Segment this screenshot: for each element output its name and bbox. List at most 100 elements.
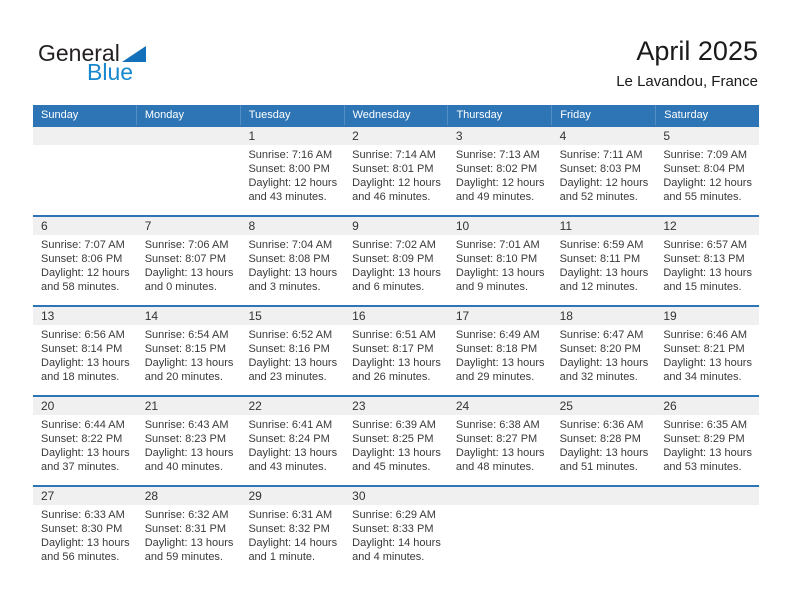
day-info-line: Daylight: 13 hours xyxy=(144,357,234,369)
day-info: Sunrise: 6:51 AM Sunset: 8:17 PM Daylight:… xyxy=(344,325,448,384)
day-info-line: and 56 minutes. xyxy=(41,551,120,563)
day-number: 24 xyxy=(455,399,470,413)
day-info: Sunrise: 6:31 AM Sunset: 8:32 PM Daylight:… xyxy=(240,505,344,564)
day-info-line: and 4 minutes. xyxy=(352,551,425,563)
day-number: 16 xyxy=(352,309,366,323)
week-row-3: 13 Sunrise: 6:56 AM Sunset: 8:14 PM Dayligh… xyxy=(33,305,760,395)
day-info-line: Sunset: 8:32 PM xyxy=(248,523,330,535)
day-cell-empty xyxy=(447,487,552,575)
day-info-line: and 40 minutes. xyxy=(144,461,223,473)
day-header-row: Sunday Monday Tuesday Wednesday Thursday Frid… xyxy=(33,105,759,125)
day-number-strip xyxy=(136,127,241,145)
day-cell-4: 4 Sunrise: 7:11 AM Sunset: 8:03 PM Daylight… xyxy=(551,127,656,215)
day-info-line: Daylight: 13 hours xyxy=(144,267,234,279)
day-info-line: Sunrise: 6:51 AM xyxy=(352,329,436,341)
day-info-line: Sunrise: 7:11 AM xyxy=(559,149,643,161)
day-header-monday: Monday xyxy=(135,105,240,125)
day-info-line: Daylight: 13 hours xyxy=(248,357,338,369)
day-header-thursday: Thursday xyxy=(447,105,551,125)
day-info-line: and 43 minutes. xyxy=(248,461,327,473)
day-info: Sunrise: 6:35 AM Sunset: 8:29 PM Daylight:… xyxy=(655,415,759,474)
day-info-line: Sunset: 8:06 PM xyxy=(41,253,123,265)
day-number-strip: 3 xyxy=(447,127,552,145)
day-info: Sunrise: 6:52 AM Sunset: 8:16 PM Daylight:… xyxy=(240,325,344,384)
logo-triangle-icon xyxy=(121,46,146,62)
day-info-line: Sunrise: 7:16 AM xyxy=(248,149,333,161)
day-info: Sunrise: 7:16 AM Sunset: 8:00 PM Daylight:… xyxy=(240,145,344,204)
day-cell-6: 6 Sunrise: 7:07 AM Sunset: 8:06 PM Daylight… xyxy=(33,217,137,305)
day-info-line: Daylight: 12 hours xyxy=(663,177,752,189)
day-info: Sunrise: 6:47 AM Sunset: 8:20 PM Daylight:… xyxy=(552,325,656,384)
day-number: 29 xyxy=(248,489,262,503)
day-info: Sunrise: 6:56 AM Sunset: 8:14 PM Daylight:… xyxy=(33,325,137,384)
day-info-line: and 26 minutes. xyxy=(352,371,431,383)
week-row-4: 20 Sunrise: 6:44 AM Sunset: 8:22 PM Dayligh… xyxy=(33,395,760,485)
day-info-line: Sunset: 8:31 PM xyxy=(144,523,227,535)
day-number: 6 xyxy=(41,219,48,233)
day-number-strip: 21 xyxy=(136,397,241,415)
day-info: Sunrise: 7:07 AM Sunset: 8:06 PM Daylight:… xyxy=(33,235,137,294)
day-info-line: Daylight: 13 hours xyxy=(144,537,234,549)
day-number-strip: 1 xyxy=(240,127,345,145)
day-cell-14: 14 Sunrise: 6:54 AM Sunset: 8:15 PM Dayligh… xyxy=(136,307,241,395)
day-info: Sunrise: 7:14 AM Sunset: 8:01 PM Daylight:… xyxy=(344,145,448,204)
day-info-line: Daylight: 14 hours xyxy=(352,537,441,549)
day-info-line: Daylight: 13 hours xyxy=(455,357,545,369)
day-info-line: Daylight: 13 hours xyxy=(41,357,130,369)
day-info-line: Sunset: 8:22 PM xyxy=(41,433,123,445)
day-number-strip: 9 xyxy=(344,217,448,235)
day-number-strip: 10 xyxy=(447,217,552,235)
day-info: Sunrise: 6:59 AM Sunset: 8:11 PM Daylight:… xyxy=(552,235,656,294)
day-info-line: Daylight: 13 hours xyxy=(248,447,338,459)
day-info-line: Sunrise: 6:39 AM xyxy=(352,419,436,431)
week-row-1: 1 Sunrise: 7:16 AM Sunset: 8:00 PM Daylight… xyxy=(33,125,760,215)
day-info xyxy=(655,505,759,508)
day-info-line: and 15 minutes. xyxy=(663,281,742,293)
day-cell-13: 13 Sunrise: 6:56 AM Sunset: 8:14 PM Dayligh… xyxy=(33,307,137,395)
day-info-line: Sunset: 8:16 PM xyxy=(248,343,330,355)
day-cell-15: 15 Sunrise: 6:52 AM Sunset: 8:16 PM Dayligh… xyxy=(240,307,345,395)
day-number-strip: 25 xyxy=(551,397,656,415)
day-info-line: Sunrise: 6:33 AM xyxy=(41,509,125,521)
day-info-line: Sunset: 8:08 PM xyxy=(248,253,330,265)
day-number-strip: 4 xyxy=(551,127,656,145)
day-info-line: Daylight: 14 hours xyxy=(248,537,338,549)
day-number-strip: 22 xyxy=(240,397,345,415)
day-info-line: and 12 minutes. xyxy=(559,281,638,293)
day-cell-28: 28 Sunrise: 6:32 AM Sunset: 8:31 PM Dayligh… xyxy=(136,487,241,575)
day-number: 23 xyxy=(352,399,366,413)
day-info: Sunrise: 6:41 AM Sunset: 8:24 PM Daylight:… xyxy=(240,415,344,474)
day-number: 4 xyxy=(559,129,567,143)
day-info: Sunrise: 7:11 AM Sunset: 8:03 PM Daylight:… xyxy=(552,145,656,204)
day-info-line: Sunrise: 7:06 AM xyxy=(144,239,229,251)
day-number-strip: 26 xyxy=(655,397,760,415)
day-cell-24: 24 Sunrise: 6:38 AM Sunset: 8:27 PM Dayligh… xyxy=(447,397,552,485)
day-info-line: Sunset: 8:02 PM xyxy=(455,163,538,175)
day-info-line: Daylight: 13 hours xyxy=(663,267,752,279)
day-number: 20 xyxy=(41,399,55,413)
day-info-line: Sunrise: 6:29 AM xyxy=(352,509,436,521)
day-info xyxy=(448,505,552,508)
day-cell-26: 26 Sunrise: 6:35 AM Sunset: 8:29 PM Dayligh… xyxy=(655,397,760,485)
page-title: April 2025 xyxy=(636,36,758,66)
day-info: Sunrise: 7:06 AM Sunset: 8:07 PM Daylight:… xyxy=(137,235,241,294)
day-info-line: Sunrise: 6:52 AM xyxy=(248,329,333,341)
day-info-line: Sunrise: 6:46 AM xyxy=(663,329,748,341)
day-info-line: Sunrise: 6:59 AM xyxy=(559,239,644,251)
day-info-line: and 48 minutes. xyxy=(455,461,535,473)
day-cell-empty xyxy=(33,127,137,215)
day-number-strip: 7 xyxy=(136,217,241,235)
day-cell-12: 12 Sunrise: 6:57 AM Sunset: 8:13 PM Dayligh… xyxy=(655,217,760,305)
day-info-line: Sunset: 8:11 PM xyxy=(559,253,641,265)
day-info-line: Sunset: 8:03 PM xyxy=(559,163,641,175)
day-number-strip xyxy=(447,487,552,505)
day-cell-20: 20 Sunrise: 6:44 AM Sunset: 8:22 PM Dayligh… xyxy=(33,397,137,485)
day-number: 9 xyxy=(352,219,359,233)
day-number: 22 xyxy=(248,399,262,413)
day-info-line: Sunrise: 6:56 AM xyxy=(41,329,125,341)
day-header-sunday: Sunday xyxy=(41,109,79,121)
day-info: Sunrise: 6:44 AM Sunset: 8:22 PM Daylight:… xyxy=(33,415,137,474)
day-info-line: Daylight: 13 hours xyxy=(352,447,441,459)
day-number: 2 xyxy=(352,129,359,143)
day-info-line: Daylight: 13 hours xyxy=(663,447,752,459)
